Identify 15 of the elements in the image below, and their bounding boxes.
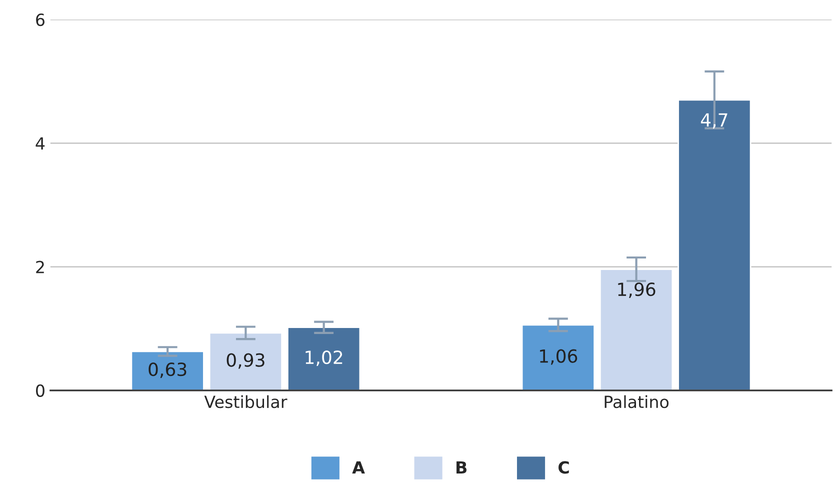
data-label: 1,96 — [618, 282, 656, 298]
y-tick-label: 2 — [36, 260, 44, 274]
legend-label: A — [352, 461, 365, 474]
data-label: 1,06 — [540, 349, 578, 365]
x-tick-label: Vestibular — [204, 395, 288, 408]
y-tick-label: 0 — [36, 384, 44, 397]
legend-label: B — [456, 461, 467, 474]
y-tick-label: 4 — [36, 137, 45, 150]
data-label: 0,63 — [148, 362, 186, 378]
x-tick-label: Palatino — [604, 395, 669, 408]
data-label: 4,7 — [700, 113, 728, 129]
y-tick-label: 6 — [36, 13, 44, 26]
data-label: 1,02 — [306, 350, 342, 366]
legend-label: C — [558, 461, 569, 474]
data-label: 0,93 — [226, 353, 264, 369]
